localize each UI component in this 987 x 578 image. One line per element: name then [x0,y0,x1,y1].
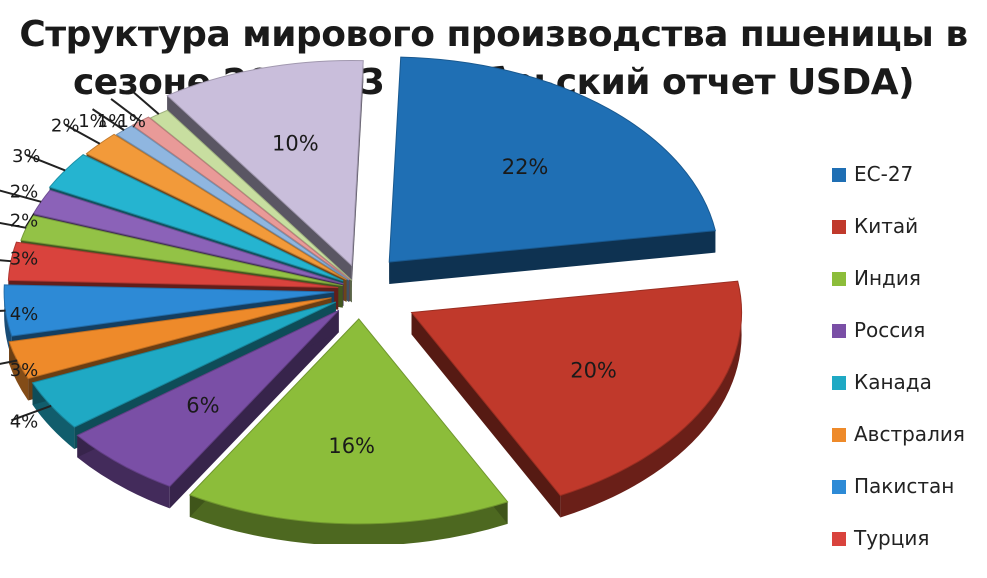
pie-slice-side [4,284,12,359]
slice-data-label: 2% [10,211,39,232]
pie-slice [48,154,344,282]
leader-line [0,259,12,263]
legend-swatch [832,428,846,442]
legend-swatch [832,168,846,182]
slice-data-label: 3% [12,146,41,167]
legend-item: ЕС-27 [832,162,987,214]
pie-slice-side [77,435,170,509]
legend-item: Пакистан [832,474,987,526]
pie-slice-edge [389,230,716,285]
legend-label: Пакистан [854,474,955,498]
legend-swatch [832,532,846,546]
slice-data-label: 10% [272,131,319,155]
leader-line [0,222,27,229]
pie-slice [166,59,364,267]
legend-label: Индия [854,266,921,290]
pie-slice [149,109,353,281]
slice-data-label: 1% [78,111,107,132]
legend-item: Индия [832,266,987,318]
legend-item: Турция [832,526,987,578]
legend-swatch [832,220,846,234]
leader-line [11,404,52,422]
leader-line [91,108,125,131]
leader-line [0,359,18,365]
legend-label: Турция [854,526,930,550]
pie-slice [410,280,743,497]
slice-data-label: 1% [97,111,126,132]
legend-swatch [832,324,846,338]
legend-label: Австралия [854,422,965,446]
pie-slice [3,284,335,337]
pie-slice [7,241,339,289]
leader-line [131,90,160,115]
pie-chart: 22%20%16%6%4%3%4%3%2%2%3%2%1%1%1%10% [0,56,743,544]
slice-data-label: 16% [328,434,375,458]
legend-item: Россия [832,318,987,370]
leader-line [64,123,101,145]
legend-swatch [832,480,846,494]
slice-data-label: 4% [10,304,39,325]
chart-title-line1: Структура мирового производства пшеницы … [19,14,968,55]
pie-slice [388,56,716,263]
leader-line [110,98,141,122]
chart: Структура мирового производства пшеницы … [0,14,968,550]
pie-slice [31,301,337,428]
legend-item: Китай [832,214,987,266]
legend-item: Австралия [832,422,987,474]
pie-slice [115,125,350,281]
legend-swatch [832,376,846,390]
pie-slice-edge [169,310,339,509]
slice-data-label: 20% [570,359,617,383]
slice-data-label: 6% [186,393,219,417]
legend-label: Россия [854,318,926,342]
legend: ЕС-27 Китай Индия Россия Канада Австрали… [832,162,987,578]
slice-data-label: 3% [10,360,39,381]
legend-label: Канада [854,370,932,394]
pie-slice [20,214,343,287]
pie-slice [76,309,340,488]
leader-line [25,154,66,172]
pie-slice [32,189,344,285]
pie-slice-side [560,281,742,518]
slice-data-label: 3% [10,248,39,269]
slice-data-label: 22% [502,155,549,179]
slice-data-label: 1% [117,111,146,132]
legend-label: Китай [854,214,919,238]
legend-label: ЕС-27 [854,162,914,186]
slice-data-label: 2% [51,116,80,137]
pie-slice-edge [411,312,561,518]
pie-slice [8,297,332,380]
slice-data-label: 2% [10,181,39,202]
pie-slice [188,318,509,525]
leader-line [0,189,42,203]
legend-swatch [832,272,846,286]
pie-slice-side [189,494,508,544]
legend-item: Канада [832,370,987,422]
slice-data-label: 4% [10,411,39,432]
